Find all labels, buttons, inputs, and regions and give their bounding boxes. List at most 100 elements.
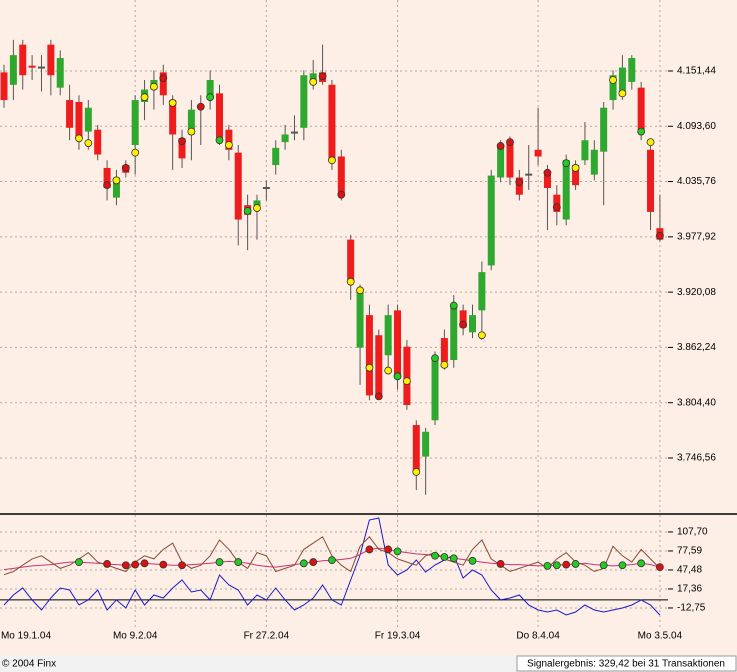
signal-dot <box>496 142 505 150</box>
candle-body-up <box>131 100 139 146</box>
signal-dot <box>449 301 458 310</box>
signal-dot <box>384 366 393 375</box>
signal-dot <box>609 76 617 84</box>
signal-dot <box>440 360 449 369</box>
signal-dot <box>140 93 149 102</box>
signal-dot <box>618 89 627 98</box>
y-tick-label: -12,75 <box>677 603 706 614</box>
signal-dot <box>75 134 83 143</box>
candle-body-up <box>628 58 636 82</box>
candle-body-down <box>375 335 383 398</box>
signal-dot <box>459 320 468 329</box>
signal-dot <box>365 363 374 372</box>
x-tick-label: Fr 27.2.04 <box>244 631 290 642</box>
candle-body-down <box>534 149 542 157</box>
y-tick-label: 3.920,08 <box>677 287 716 298</box>
indicator-dot <box>328 556 336 565</box>
signal-dot <box>552 203 561 212</box>
signal-dot <box>159 74 168 82</box>
candle-body-down <box>290 131 298 134</box>
indicator-line <box>3 517 661 616</box>
indicator-dot <box>159 560 168 569</box>
indicator-dot <box>449 554 458 563</box>
candle-body-down <box>459 310 467 328</box>
signal-dot <box>337 190 346 199</box>
candle-body-down <box>234 152 242 220</box>
candle-body-down <box>169 100 177 135</box>
x-tick-label: Mo 19.1.04 <box>1 631 51 642</box>
signal-dot <box>206 93 215 102</box>
y-tick-label: 4.093,60 <box>677 121 716 132</box>
candle-body-down <box>394 310 402 379</box>
y-tick-label: 17,36 <box>677 584 702 595</box>
candle-body-down <box>328 84 336 161</box>
indicator-dot <box>131 560 140 569</box>
candle-body-down <box>66 100 74 128</box>
x-tick-label: Do 8.4.04 <box>516 631 560 642</box>
candle-body-down <box>225 129 233 150</box>
candle-body-down <box>347 239 355 282</box>
x-tick-label: Fr 19.3.04 <box>375 631 421 642</box>
y-tick-label: 3.862,24 <box>677 342 716 353</box>
candle-body-up <box>206 80 214 99</box>
indicator-dot <box>440 553 449 561</box>
candle-body-down <box>525 173 533 176</box>
candle-body-down <box>412 425 420 472</box>
candle-body-down <box>94 129 102 155</box>
candle-body-down <box>572 165 580 186</box>
indicator-dot <box>393 547 402 556</box>
signal-dot <box>656 231 664 240</box>
signal-dot <box>150 82 158 91</box>
y-tick-label: 4.151,44 <box>677 66 716 77</box>
signal-dot <box>571 164 580 172</box>
indicator-dot <box>599 561 608 570</box>
result-box <box>516 655 737 672</box>
candle-body-up <box>450 304 458 361</box>
candle-body-down <box>216 93 224 139</box>
signal-dot <box>131 148 140 157</box>
candle-body-up <box>431 357 439 421</box>
candle-body-down <box>0 72 8 101</box>
signal-dot <box>196 102 205 111</box>
candle-body-down <box>262 187 270 190</box>
signal-dot <box>178 137 186 146</box>
signal-dot <box>506 138 514 147</box>
indicator-dot <box>656 563 664 572</box>
indicator-dot <box>496 560 505 568</box>
indicator-dot <box>543 561 552 570</box>
indicator-dot <box>234 558 243 566</box>
candle-body-up <box>600 107 608 152</box>
indicator-dot <box>140 559 149 568</box>
indicator-dot <box>618 561 627 570</box>
signal-dot <box>121 164 130 172</box>
signal-dot <box>477 331 486 340</box>
signal-dot <box>543 168 552 177</box>
candle-body-up <box>56 58 64 88</box>
candle-body-up <box>581 140 589 161</box>
candle-body-down <box>506 140 514 178</box>
indicator-dot <box>103 560 111 568</box>
signal-dot <box>168 99 177 107</box>
indicator-dot <box>365 545 374 554</box>
signal-dot <box>562 159 571 168</box>
candle-body-up <box>384 315 392 356</box>
indicator-dot <box>309 558 318 566</box>
candle-body-down <box>365 315 373 396</box>
signal-dot <box>103 181 111 190</box>
indicator-dot <box>215 558 224 566</box>
signal-dot <box>318 72 327 81</box>
x-tick-label: Mo 3.5.04 <box>638 631 683 642</box>
copyright: © 2004 Finx <box>2 659 56 670</box>
candle-body-up <box>478 272 486 311</box>
signal-dot <box>187 127 196 136</box>
indicator-dot <box>299 559 308 568</box>
signal-dot <box>356 286 364 295</box>
signal-dot <box>515 178 524 187</box>
candle-body-up <box>609 75 617 101</box>
candle-body-down <box>19 44 27 76</box>
candle-body-up <box>9 55 17 85</box>
y-tick-label: 3.977,92 <box>677 231 716 242</box>
indicator-dot <box>637 559 646 568</box>
